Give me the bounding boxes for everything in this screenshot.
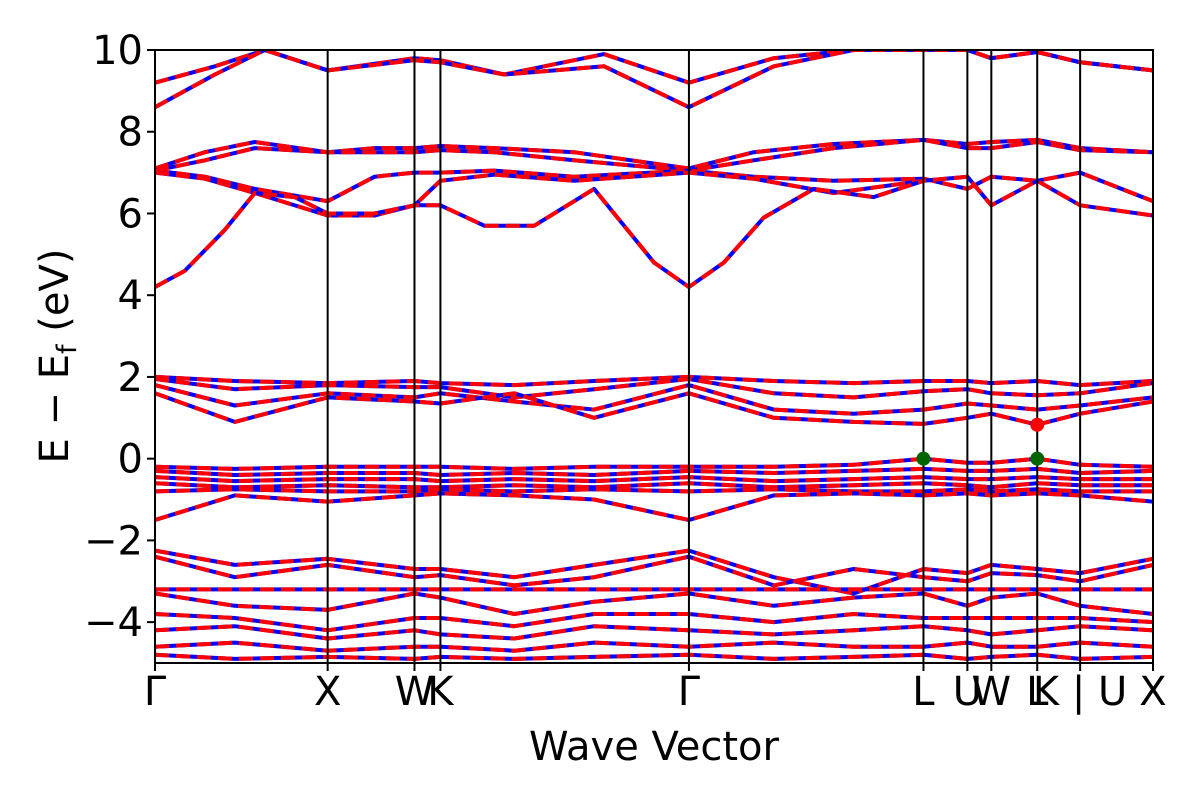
y-tick-label: 8 xyxy=(118,110,143,156)
band-13-spin-down xyxy=(155,475,1153,484)
band-24-spin-down xyxy=(155,652,1153,661)
y-tick-label: 4 xyxy=(118,273,143,319)
band-20-spin-down xyxy=(155,591,1153,616)
band-18-spin-down xyxy=(155,554,1153,588)
markers-layer xyxy=(916,417,1045,466)
x-tick-label: Γ xyxy=(678,669,701,715)
y-axis-title: E − Ef (eV) xyxy=(32,249,83,464)
y-tick-label: 6 xyxy=(118,191,143,237)
x-tick-label: L xyxy=(912,669,935,715)
y-tick-label: 10 xyxy=(92,28,143,74)
band-12-spin-down xyxy=(155,466,1153,477)
kpoint-lines-layer xyxy=(154,50,1154,663)
y-tick-label: −4 xyxy=(84,600,143,646)
band-7-spin-down xyxy=(155,374,1153,388)
band-14-spin-down xyxy=(155,481,1153,490)
band-22-spin-down xyxy=(155,624,1153,641)
band-6-spin-down xyxy=(155,178,925,289)
band-10-spin-down xyxy=(155,391,1153,427)
y-tick-label: 0 xyxy=(118,437,143,483)
x-tick-label: K xyxy=(427,669,455,715)
y-axis-title-main: E − E xyxy=(32,354,78,464)
band-8-spin-down xyxy=(155,377,1153,400)
band-23-spin-down xyxy=(155,640,1153,653)
y-axis-title-unit: (eV) xyxy=(32,249,78,345)
vbm-marker xyxy=(916,451,931,466)
x-tick-label: X xyxy=(314,669,341,715)
vbm-marker xyxy=(1030,451,1045,466)
x-tick-label: W xyxy=(972,669,1012,715)
band-17-spin-down xyxy=(155,548,1153,596)
y-tick-label: 2 xyxy=(118,355,143,401)
x-axis-title: Wave Vector xyxy=(529,724,780,770)
bands-layer xyxy=(155,50,1153,661)
x-tick-label: Γ xyxy=(144,669,167,715)
band-16-spin-down xyxy=(155,491,1153,522)
cbm-marker xyxy=(1030,417,1045,432)
band-1-spin-down xyxy=(155,50,1153,110)
band-4-spin-down xyxy=(155,168,1153,204)
band-3-spin-down xyxy=(155,137,1153,173)
band-9-spin-down xyxy=(155,383,1153,416)
x-tick-label: U xyxy=(953,669,982,715)
y-tick-label: −2 xyxy=(84,518,143,564)
y-axis-ticks: −4 −2 0 2 4 6 8 10 xyxy=(84,28,155,646)
band-11-spin-down xyxy=(155,456,1153,471)
y-axis-title-subscript: f xyxy=(52,343,83,354)
x-tick-label: K | U xyxy=(1033,669,1127,715)
band-21-spin-down xyxy=(155,612,1153,633)
plot-frame xyxy=(154,49,1154,664)
x-tick-label: W xyxy=(395,669,435,715)
x-tick-label: X xyxy=(1139,669,1166,715)
band-15-spin-down xyxy=(155,487,1153,494)
x-tick-label: L xyxy=(1026,669,1049,715)
band-2-spin-down xyxy=(155,137,1153,171)
band-5-spin-down xyxy=(155,170,1153,218)
